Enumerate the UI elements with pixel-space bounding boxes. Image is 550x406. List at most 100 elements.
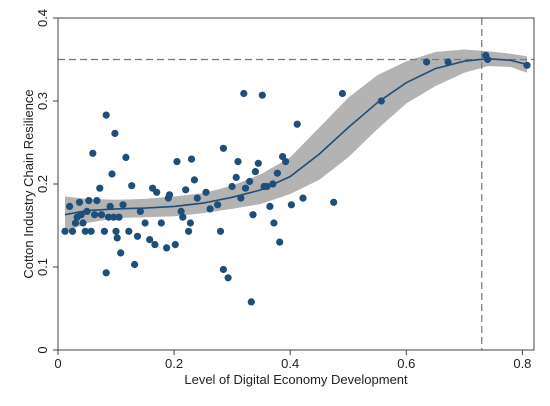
data-point xyxy=(119,201,127,209)
confidence-band xyxy=(65,49,527,233)
y-tick-label: 0.2 xyxy=(35,175,50,193)
data-point xyxy=(96,184,104,192)
data-point xyxy=(165,191,174,199)
data-point xyxy=(125,227,133,235)
data-point xyxy=(97,211,106,219)
data-point xyxy=(133,232,142,240)
data-point xyxy=(254,159,262,167)
data-point xyxy=(224,274,232,282)
data-point xyxy=(219,144,227,152)
data-point xyxy=(113,234,121,242)
data-point xyxy=(115,213,123,221)
data-point xyxy=(377,97,385,105)
data-point xyxy=(293,120,301,128)
data-point xyxy=(251,168,259,176)
data-point xyxy=(146,236,154,244)
data-point xyxy=(423,58,431,66)
data-point xyxy=(216,227,225,235)
data-point xyxy=(128,182,136,190)
x-axis-title: Level of Digital Economy Development xyxy=(184,372,408,387)
data-point xyxy=(77,211,85,219)
data-point xyxy=(173,158,181,166)
data-point xyxy=(102,269,110,277)
data-point xyxy=(193,194,201,202)
data-point xyxy=(330,198,338,206)
data-point xyxy=(232,173,240,181)
data-point xyxy=(246,177,254,186)
data-point xyxy=(484,55,492,64)
data-point xyxy=(157,219,165,227)
data-point xyxy=(276,238,284,246)
data-point xyxy=(206,205,214,213)
data-point xyxy=(151,241,159,249)
data-point xyxy=(68,227,77,235)
data-point xyxy=(444,58,452,66)
data-point xyxy=(266,202,274,210)
data-point xyxy=(338,89,346,98)
data-point xyxy=(111,129,119,137)
data-point xyxy=(75,198,84,206)
data-point xyxy=(179,213,187,221)
confidence-band-layer xyxy=(65,49,527,233)
data-point xyxy=(247,298,255,306)
data-point xyxy=(214,201,222,209)
x-tick-label: 0.4 xyxy=(281,356,299,371)
data-point xyxy=(182,186,190,194)
data-point xyxy=(177,207,185,215)
x-tick-label: 0.6 xyxy=(397,356,415,371)
data-point xyxy=(171,241,179,249)
data-point xyxy=(131,260,139,269)
data-point xyxy=(190,176,198,184)
data-point xyxy=(117,249,125,257)
data-point xyxy=(87,227,95,235)
data-point xyxy=(523,61,531,69)
data-point xyxy=(153,188,161,196)
data-point xyxy=(234,158,242,166)
y-tick-label: 0 xyxy=(35,346,50,353)
data-point xyxy=(81,227,89,235)
data-point xyxy=(185,227,193,235)
data-points-layer xyxy=(61,51,531,306)
data-point xyxy=(106,202,114,210)
data-point xyxy=(112,227,120,235)
data-point xyxy=(186,219,194,227)
data-point xyxy=(104,213,113,221)
y-tick-label: 0.3 xyxy=(35,92,50,110)
data-point xyxy=(263,182,271,191)
data-point xyxy=(89,149,97,157)
data-point xyxy=(136,207,144,215)
data-point xyxy=(85,197,93,205)
data-point xyxy=(83,207,91,215)
data-point xyxy=(249,211,257,219)
data-point xyxy=(269,180,277,188)
x-tick-label: 0 xyxy=(54,356,61,371)
axes-layer: 0 0.2 0.4 0.6 0.8 0 0.1 0.2 0.3 0.4 xyxy=(35,9,535,371)
data-point xyxy=(258,91,266,99)
data-point xyxy=(110,213,118,221)
reference-lines-layer xyxy=(58,18,534,350)
data-point xyxy=(141,219,149,227)
data-point xyxy=(93,197,101,205)
x-tick-label: 0.8 xyxy=(513,356,531,371)
data-point xyxy=(66,202,74,210)
data-point xyxy=(71,219,79,227)
x-tick-label: 0.2 xyxy=(165,356,183,371)
data-point xyxy=(237,194,245,202)
data-point xyxy=(219,265,227,274)
data-point xyxy=(91,211,99,219)
y-tick-label: 0.1 xyxy=(35,258,50,276)
data-point xyxy=(61,227,69,235)
data-point xyxy=(100,227,108,235)
data-point xyxy=(240,89,248,98)
y-tick-label: 0.4 xyxy=(35,9,50,27)
y-axis-title: Cotton Industry Chain Resilience xyxy=(21,89,36,278)
data-point xyxy=(282,158,290,166)
data-point xyxy=(79,219,87,227)
data-point xyxy=(163,244,171,252)
data-point xyxy=(241,184,250,192)
data-point xyxy=(202,188,210,196)
data-point xyxy=(287,201,295,209)
data-point xyxy=(187,155,196,163)
